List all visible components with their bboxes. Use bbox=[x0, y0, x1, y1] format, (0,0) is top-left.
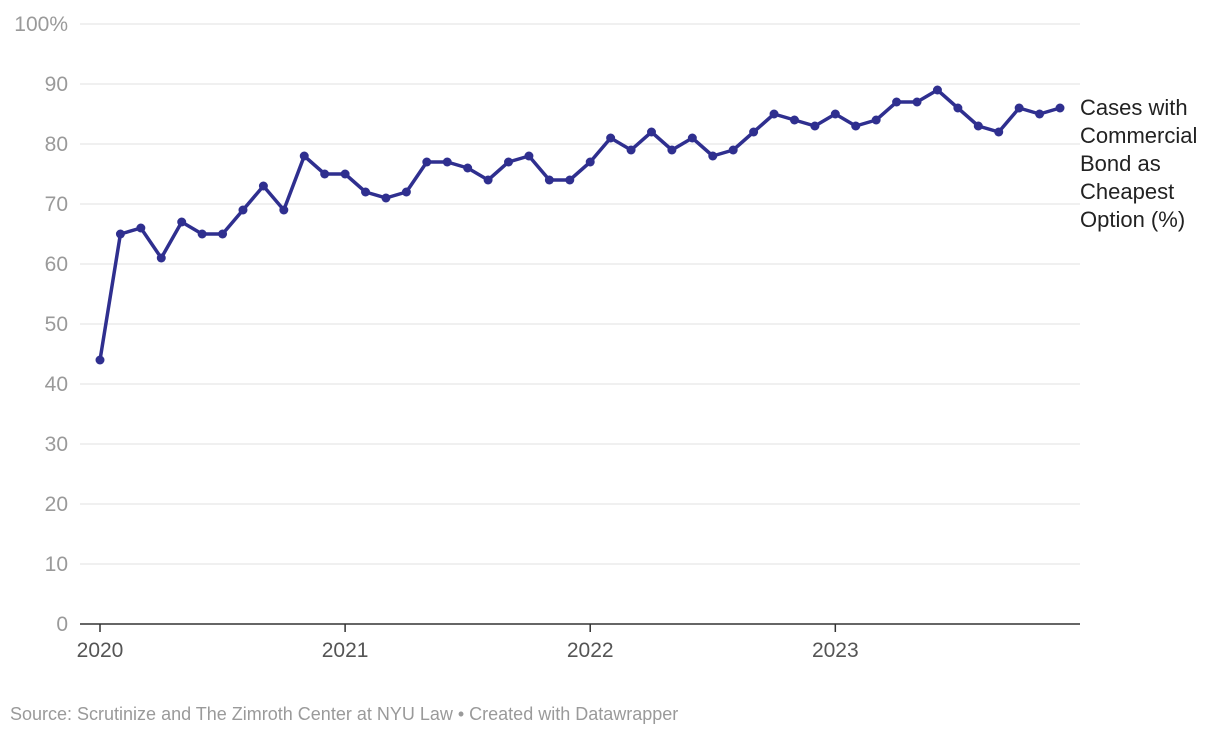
data-point bbox=[912, 97, 922, 107]
data-point bbox=[871, 115, 881, 125]
y-tick-label: 50 bbox=[45, 313, 68, 336]
data-point bbox=[953, 103, 963, 113]
y-tick-label: 0 bbox=[56, 613, 68, 636]
data-point bbox=[258, 181, 268, 191]
data-point bbox=[361, 187, 371, 197]
x-tick-label: 2023 bbox=[812, 639, 859, 662]
data-point bbox=[626, 145, 636, 155]
data-point bbox=[789, 115, 799, 125]
y-tick-label: 100% bbox=[14, 13, 68, 36]
data-point bbox=[483, 175, 493, 185]
data-point bbox=[197, 229, 207, 239]
data-point bbox=[606, 133, 616, 143]
data-point bbox=[115, 229, 125, 239]
data-point bbox=[830, 109, 840, 119]
gridlines bbox=[80, 23, 1080, 565]
data-point bbox=[504, 157, 514, 167]
data-point bbox=[136, 223, 146, 233]
data-point bbox=[810, 121, 820, 131]
data-point bbox=[381, 193, 391, 203]
data-point bbox=[749, 127, 759, 137]
y-tick-label: 70 bbox=[45, 193, 68, 216]
x-tick-label: 2020 bbox=[77, 639, 124, 662]
y-axis-ticks: 0 10 20 30 40 50 60 70 80 90 100% bbox=[14, 13, 68, 636]
data-point bbox=[279, 205, 289, 215]
data-point bbox=[401, 187, 411, 197]
data-point bbox=[442, 157, 452, 167]
y-tick-label: 90 bbox=[45, 73, 68, 96]
data-point bbox=[320, 169, 330, 179]
data-point bbox=[156, 253, 166, 263]
data-point bbox=[892, 97, 902, 107]
y-tick-label: 30 bbox=[45, 433, 68, 456]
data-point bbox=[218, 229, 228, 239]
data-point bbox=[177, 217, 187, 227]
y-tick-label: 20 bbox=[45, 493, 68, 516]
x-axis-ticks: 2020 2021 2022 2023 bbox=[77, 624, 859, 662]
data-point bbox=[524, 151, 534, 161]
x-tick-label: 2022 bbox=[567, 639, 614, 662]
data-point bbox=[1035, 109, 1045, 119]
series-label: Cases with Commercial Bond as Cheapest O… bbox=[1080, 95, 1198, 232]
data-point bbox=[565, 175, 575, 185]
data-point bbox=[769, 109, 779, 119]
y-tick-label: 60 bbox=[45, 253, 68, 276]
data-point bbox=[422, 157, 432, 167]
data-point bbox=[299, 151, 309, 161]
data-point bbox=[238, 205, 248, 215]
data-point bbox=[728, 145, 738, 155]
x-tick-label: 2021 bbox=[322, 639, 369, 662]
data-point bbox=[585, 157, 595, 167]
data-point bbox=[851, 121, 861, 131]
y-tick-label: 40 bbox=[45, 373, 68, 396]
series-points bbox=[95, 85, 1065, 365]
data-point bbox=[708, 151, 718, 161]
y-tick-label: 80 bbox=[45, 133, 68, 156]
data-point bbox=[95, 355, 105, 365]
data-point bbox=[463, 163, 473, 173]
series-line bbox=[98, 88, 1062, 362]
data-point bbox=[1055, 103, 1065, 113]
data-point bbox=[687, 133, 697, 143]
line-chart: 0 10 20 30 40 50 60 70 80 90 100% 2020 2021 2022 2023 bbox=[14, 13, 1080, 662]
y-tick-label: 10 bbox=[45, 553, 68, 576]
data-point bbox=[932, 85, 942, 95]
data-point bbox=[973, 121, 983, 131]
data-point bbox=[667, 145, 677, 155]
data-point bbox=[994, 127, 1004, 137]
data-point bbox=[544, 175, 554, 185]
data-point bbox=[1014, 103, 1024, 113]
source-footer: Source: Scrutinize and The Zimroth Cente… bbox=[10, 704, 679, 724]
data-point bbox=[340, 169, 350, 179]
data-point bbox=[646, 127, 656, 137]
